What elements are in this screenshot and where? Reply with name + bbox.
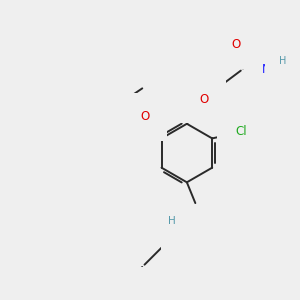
Text: H: H <box>279 56 287 66</box>
Text: O: O <box>140 110 149 123</box>
Text: O: O <box>199 93 208 106</box>
Text: O: O <box>232 38 241 51</box>
Text: N: N <box>178 224 188 236</box>
Text: H: H <box>168 216 175 226</box>
Text: NH: NH <box>262 63 280 76</box>
Text: Cl: Cl <box>235 125 247 138</box>
